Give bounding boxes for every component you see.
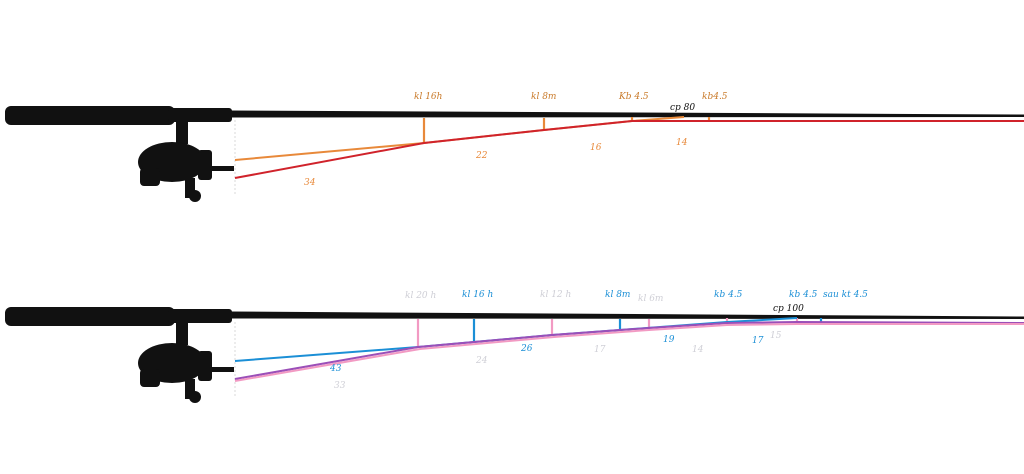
bottom-line-label: 43 (329, 364, 342, 374)
top-guide-label: kl 8m (531, 92, 556, 102)
bottom-line-label: 17 (594, 345, 606, 355)
bottom-guide-label: kb 4.5 (714, 290, 743, 300)
bottom-guide-label: kl 8m (605, 290, 630, 300)
top-guide-label: kb4.5 (702, 92, 728, 102)
bottom-line-label: 24 (475, 356, 488, 366)
rod-handle-icon (5, 106, 232, 125)
bottom-guide-label: sau kt 4.5 (823, 290, 868, 300)
bottom-line-label: 26 (520, 344, 533, 354)
bottom-line-label: 14 (692, 345, 704, 355)
top-guide-label: kl 16h (414, 92, 442, 102)
bottom-line-label: 19 (663, 335, 675, 345)
bottom-line-label: 17 (752, 336, 764, 346)
bottom-rod-blank (230, 311, 1024, 319)
bottom-guide-label: kl 20 h (405, 291, 436, 301)
bottom-rod-setup: kl 20 h kl 16 h kl 12 h kl 8m kl 6m kb 4… (5, 290, 1024, 403)
bottom-cp-label: cp 100 (773, 304, 804, 314)
rod-handle-icon (5, 307, 232, 326)
top-rod-blank (230, 110, 1024, 118)
top-cp-label: cp 80 (670, 103, 695, 113)
top-line-label: 16 (590, 143, 602, 153)
top-line-label: 34 (304, 178, 316, 188)
bottom-line-purple (234, 320, 1024, 380)
spinning-reel-icon (138, 323, 234, 403)
top-line-label: 14 (676, 138, 688, 148)
bottom-line-label: 15 (770, 331, 782, 341)
bottom-line-pink (234, 323, 1024, 382)
bottom-guide-label: kl 16 h (462, 290, 493, 300)
top-rod-setup: kl 16h kl 8m Kb 4.5 kb4.5 cp 80 22 16 14… (5, 92, 1024, 202)
top-guide-label: Kb 4.5 (618, 92, 649, 102)
bottom-guide-label: kb 4.5 (789, 290, 818, 300)
bottom-guide-label: kl 6m (638, 294, 663, 304)
top-line-red (234, 120, 1024, 179)
bottom-guide-label: kl 12 h (540, 290, 571, 300)
spinning-reel-icon (138, 122, 234, 202)
top-line-label: 22 (475, 151, 488, 161)
bottom-line-label: 33 (334, 381, 346, 391)
